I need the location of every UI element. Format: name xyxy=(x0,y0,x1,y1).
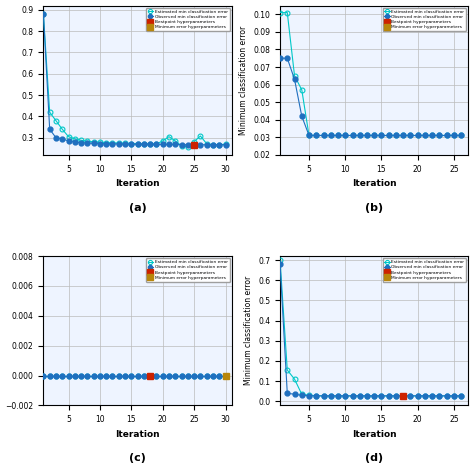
Text: (c): (c) xyxy=(129,453,146,463)
X-axis label: Iteration: Iteration xyxy=(352,179,397,188)
X-axis label: Iteration: Iteration xyxy=(115,179,160,188)
Legend: Estimated min classification error, Observed min classification error, Bestpoint: Estimated min classification error, Obse… xyxy=(146,8,229,31)
Legend: Estimated min classification error, Observed min classification error, Bestpoint: Estimated min classification error, Obse… xyxy=(383,8,466,31)
Y-axis label: Minimum classification error: Minimum classification error xyxy=(239,26,248,135)
Legend: Estimated min classification error, Observed min classification error, Bestpoint: Estimated min classification error, Obse… xyxy=(146,258,229,282)
Text: (d): (d) xyxy=(365,453,383,463)
Text: (a): (a) xyxy=(129,202,146,212)
Y-axis label: Minimum classification error: Minimum classification error xyxy=(244,276,253,385)
X-axis label: Iteration: Iteration xyxy=(352,429,397,438)
Legend: Estimated min classification error, Observed min classification error, Bestpoint: Estimated min classification error, Obse… xyxy=(383,258,466,282)
X-axis label: Iteration: Iteration xyxy=(115,429,160,438)
Text: (b): (b) xyxy=(365,202,383,212)
